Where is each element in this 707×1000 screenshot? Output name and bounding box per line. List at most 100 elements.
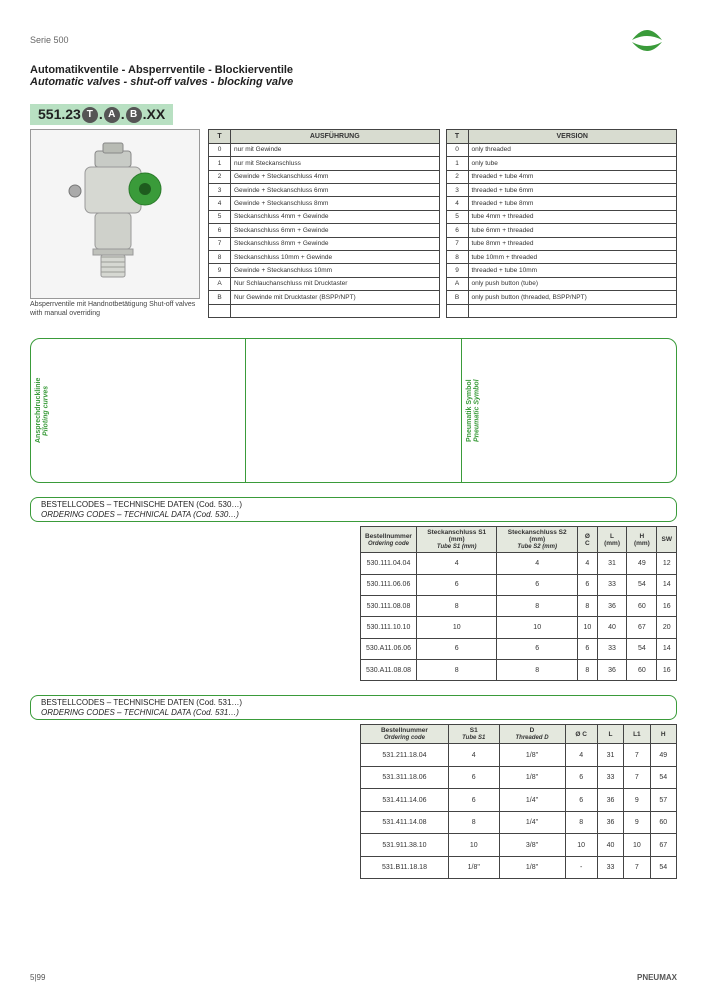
cell: 33 bbox=[597, 574, 627, 595]
text-cell: Nur Gewinde mit Drucktaster (BSPP/NPT) bbox=[231, 291, 440, 304]
table-row: 4Gewinde + Steckanschluss 8mm bbox=[209, 197, 440, 210]
cell: 36 bbox=[597, 595, 627, 616]
text-cell: tube 8mm + threaded bbox=[468, 237, 677, 250]
cell: 49 bbox=[650, 744, 676, 767]
table-row: 3threaded + tube 6mm bbox=[446, 183, 677, 196]
cell: 60 bbox=[627, 659, 657, 680]
text-cell: tube 6mm + threaded bbox=[468, 224, 677, 237]
cell: 31 bbox=[597, 553, 627, 574]
col-header: Steckanschluss S2 (mm)Tube S2 (mm) bbox=[497, 527, 577, 553]
cell: 8 bbox=[497, 659, 577, 680]
text-cell: threaded + tube 6mm bbox=[468, 183, 677, 196]
text-cell: Steckanschluss 8mm + Gewinde bbox=[231, 237, 440, 250]
cell: 12 bbox=[657, 553, 677, 574]
dim-drawing-530 bbox=[30, 526, 360, 681]
section-530: BESTELLCODES – TECHNISCHE DATEN (Cod. 53… bbox=[30, 497, 677, 681]
table-row: 6tube 6mm + threaded bbox=[446, 224, 677, 237]
table-row: 531.911.38.10103/8"10401067 bbox=[361, 834, 677, 857]
cell: 49 bbox=[627, 553, 657, 574]
cell: 1/8" bbox=[448, 856, 499, 879]
cell: - bbox=[565, 856, 597, 879]
cell: 531.311.18.06 bbox=[361, 766, 449, 789]
text-cell: tube 10mm + threaded bbox=[468, 250, 677, 263]
cell: 6 bbox=[448, 789, 499, 812]
cell: 1/4" bbox=[499, 811, 565, 834]
text-cell bbox=[468, 304, 677, 318]
partcode-a-circle: A bbox=[104, 107, 120, 123]
cell: 60 bbox=[650, 811, 676, 834]
code-cell: 1 bbox=[446, 157, 468, 170]
cell: 4 bbox=[497, 553, 577, 574]
col-header: BestellnummerOrdering code bbox=[361, 725, 449, 744]
code-cell: 7 bbox=[209, 237, 231, 250]
col-header: L (mm) bbox=[597, 527, 627, 553]
piloting-curves-panel: AnsprechdruckliniePiloting curves bbox=[31, 339, 245, 482]
section-531: BESTELLCODES – TECHNISCHE DATEN (Cod. 53… bbox=[30, 695, 677, 879]
cell: 7 bbox=[624, 856, 650, 879]
cell: 6 bbox=[577, 574, 597, 595]
col-header: Steckanschluss S1 (mm)Tube S1 (mm) bbox=[416, 527, 496, 553]
code-cell: 1 bbox=[209, 157, 231, 170]
table-row: 531.411.14.0881/4"836960 bbox=[361, 811, 677, 834]
version-table: TVERSION 0only threaded1only tube2thread… bbox=[446, 129, 678, 318]
text-cell: Steckanschluss 4mm + Gewinde bbox=[231, 210, 440, 223]
col-header: SW bbox=[657, 527, 677, 553]
title-en: Automatic valves - shut-off valves - blo… bbox=[30, 76, 677, 88]
cell: 8 bbox=[416, 659, 496, 680]
cell: 10 bbox=[497, 617, 577, 638]
cell: 6 bbox=[416, 574, 496, 595]
brand-logo bbox=[617, 20, 677, 60]
code-cell: 2 bbox=[209, 170, 231, 183]
cell: 1/8" bbox=[499, 766, 565, 789]
partcode-t-circle: T bbox=[82, 107, 98, 123]
text-cell: Steckanschluss 10mm + Gewinde bbox=[231, 250, 440, 263]
code-cell: 5 bbox=[446, 210, 468, 223]
code-cell: 8 bbox=[446, 250, 468, 263]
text-cell: Nur Schlauchanschluss mit Drucktaster bbox=[231, 277, 440, 290]
cell: 36 bbox=[597, 789, 623, 812]
code-cell: 8 bbox=[209, 250, 231, 263]
page-footer: 5|99 PNEUMAX bbox=[30, 973, 677, 982]
col-header: DThreaded D bbox=[499, 725, 565, 744]
cell: 7 bbox=[624, 744, 650, 767]
cell: 6 bbox=[497, 638, 577, 659]
cell: 531.211.18.04 bbox=[361, 744, 449, 767]
col-header: BestellnummerOrdering code bbox=[361, 527, 417, 553]
table-row: 2Gewinde + Steckanschluss 4mm bbox=[209, 170, 440, 183]
table-row bbox=[209, 304, 440, 318]
col-t-hdr: T bbox=[209, 130, 231, 143]
table-row: 530.111.06.06666335414 bbox=[361, 574, 677, 595]
cell: 6 bbox=[416, 638, 496, 659]
product-caption: Absperrventile mit Handnotbetätigung Shu… bbox=[30, 301, 200, 318]
partcode-b-circle: B bbox=[126, 107, 142, 123]
cell: 10 bbox=[565, 834, 597, 857]
cell: 9 bbox=[624, 811, 650, 834]
cell: 36 bbox=[597, 659, 627, 680]
cell: 8 bbox=[448, 811, 499, 834]
cell: 10 bbox=[416, 617, 496, 638]
spec-table-531: BestellnummerOrdering codeS1Tube S1DThre… bbox=[360, 724, 677, 879]
code-cell: 3 bbox=[209, 183, 231, 196]
cell: 531.411.14.06 bbox=[361, 789, 449, 812]
cell: 10 bbox=[577, 617, 597, 638]
table-row: 7tube 8mm + threaded bbox=[446, 237, 677, 250]
cell: 6 bbox=[577, 638, 597, 659]
text-cell: Steckanschluss 6mm + Gewinde bbox=[231, 224, 440, 237]
code-cell: 7 bbox=[446, 237, 468, 250]
table-row: 8tube 10mm + threaded bbox=[446, 250, 677, 263]
table-row: 0only threaded bbox=[446, 143, 677, 156]
code-cell: 0 bbox=[209, 143, 231, 156]
code-cell: 2 bbox=[446, 170, 468, 183]
text-cell: threaded + tube 8mm bbox=[468, 197, 677, 210]
code-cell: B bbox=[209, 291, 231, 304]
cell: 531.411.14.08 bbox=[361, 811, 449, 834]
table-row: 3Gewinde + Steckanschluss 6mm bbox=[209, 183, 440, 196]
page-header: Serie 500 bbox=[30, 20, 677, 60]
cell: 8 bbox=[416, 595, 496, 616]
section-530-header: BESTELLCODES – TECHNISCHE DATEN (Cod. 53… bbox=[30, 497, 677, 522]
table-row: 5tube 4mm + threaded bbox=[446, 210, 677, 223]
cell: 6 bbox=[497, 574, 577, 595]
diagram-row: AnsprechdruckliniePiloting curves Pneuma… bbox=[30, 338, 677, 483]
cell: 54 bbox=[627, 574, 657, 595]
cell: 530.A11.08.08 bbox=[361, 659, 417, 680]
